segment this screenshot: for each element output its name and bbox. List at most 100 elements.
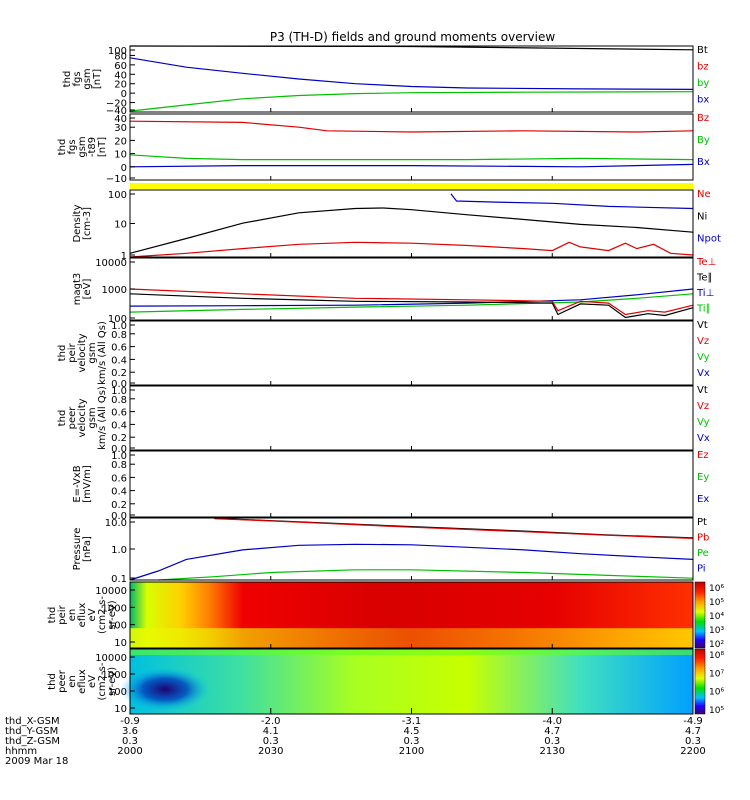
- y-tick-label: 60: [114, 61, 127, 72]
- y-axis-label-line: [cm-3]: [82, 207, 93, 240]
- y-axis-label-line: sr-eV): [107, 667, 118, 696]
- y-tick-label: 40: [114, 70, 127, 81]
- legend-entry: Npot: [697, 234, 721, 245]
- y-tick-label: 100: [108, 314, 127, 325]
- legend-entry: By: [697, 135, 710, 146]
- y-tick-label: 100: [108, 190, 127, 201]
- electron-spectrogram: [130, 649, 693, 714]
- y-tick-label: −10: [106, 174, 127, 185]
- y-tick-label: 0.8: [111, 460, 127, 471]
- y-tick-label: 0: [121, 163, 127, 174]
- y-tick-label: 0.0: [111, 444, 127, 455]
- x-tick-label: -4.0: [542, 716, 562, 727]
- x-tick-label: 4.7: [544, 726, 560, 737]
- y-axis-label-line: peir: [67, 342, 78, 362]
- y-axis-label-line: km/s (All Qs): [97, 386, 108, 450]
- y-tick-label: 1.0: [111, 321, 127, 332]
- y-axis-label-line: en: [67, 609, 78, 622]
- panel-4: 10000 1000 100 magt3[eV] Te⊥ Te∥ Ti⊥ Ti∥: [72, 257, 716, 325]
- x-tick-label: 0.3: [122, 736, 138, 747]
- y-axis-label-line: fgs: [67, 139, 78, 154]
- y-tick-label: 10000: [95, 258, 127, 269]
- y-axis-label-line: [mV/m]: [82, 465, 93, 503]
- y-tick-label: 0.1: [111, 574, 127, 585]
- y-axis-label-line: peir: [57, 604, 68, 624]
- panel-frame: [129, 320, 694, 386]
- y-axis-label-line: eV: [87, 675, 98, 688]
- y-tick-label: 40: [114, 114, 127, 125]
- y-axis-label-line: thd: [62, 71, 73, 88]
- legend-entry: Vz: [697, 401, 709, 412]
- y-tick-label: 1000: [102, 670, 127, 681]
- y-axis-label-line: E=-VxB: [72, 465, 83, 502]
- y-tick-label: 0.4: [111, 487, 127, 498]
- y-tick-label: 0.4: [111, 355, 127, 366]
- y-axis-label-line: gsm: [87, 342, 98, 363]
- y-axis-label-line: (cm2-s-: [97, 596, 108, 634]
- x-tick-label: 2200: [680, 746, 705, 757]
- y-tick-label: 0: [121, 89, 127, 100]
- y-axis-label: magt3[eV]: [72, 273, 93, 306]
- legend-entry: Te⊥: [696, 257, 716, 268]
- y-axis-label: thdpeirenefluxeV(cm2-s-sr-eV): [47, 596, 118, 634]
- colorbar-tick-label: 10⁶: [709, 584, 724, 594]
- colorbar-tick-label: 10²: [709, 640, 724, 650]
- colorbar-tick-label: 10⁸: [709, 651, 724, 661]
- electron-spectrogram-core: [120, 667, 210, 712]
- y-tick-label: 0.8: [111, 395, 127, 406]
- y-axis-label: thdfgsgsm-t89[nT]: [57, 136, 108, 157]
- y-tick-label: 0.4: [111, 420, 127, 431]
- y-tick-label: −40: [106, 106, 127, 117]
- colorbar: 10⁶ 10⁵ 10⁴ 10³ 10²: [694, 581, 724, 650]
- panel-6: 1.00.80.60.40.20.0thdpeervelocitygsmkm/s…: [57, 385, 710, 455]
- x-row-label: hhmm: [5, 746, 37, 757]
- y-axis-label-line: gsm: [77, 136, 88, 157]
- legend-entry: Ti∥: [696, 304, 711, 315]
- date-label: 2009 Mar 18: [5, 756, 68, 767]
- chart-title: P3 (TH-D) fields and ground moments over…: [269, 30, 556, 44]
- ion-spectrogram-low-energy: [130, 628, 693, 648]
- legend-entry: Pe: [697, 548, 709, 559]
- y-axis-label: E=-VxB[mV/m]: [72, 465, 93, 503]
- y-axis-label: Density[cm-3]: [72, 204, 93, 242]
- panel-10: 10⁸ 10⁷ 10⁶ 10⁵ 10000 1000 100 10 thdpeereneflux…: [47, 648, 724, 716]
- y-axis-label-line: magt3: [72, 273, 83, 306]
- x-tick-label: 3.6: [122, 726, 138, 737]
- y-tick-label: 1.0: [111, 386, 127, 397]
- legend-entry: Bt: [697, 45, 708, 56]
- y-axis-label-line: velocity: [77, 333, 88, 372]
- y-axis-label-line: Density: [72, 204, 83, 242]
- legend-entry: Ez: [697, 450, 709, 461]
- legend-entry: Bx: [697, 157, 710, 168]
- panel-frame: [129, 385, 694, 451]
- y-tick-label: 0.6: [111, 473, 127, 484]
- y-tick-label: 80: [114, 51, 127, 62]
- x-tick-label: -0.9: [120, 716, 140, 727]
- y-tick-label: 0.0: [111, 379, 127, 390]
- y-tick-label: 20: [114, 80, 127, 91]
- x-tick-label: 4.5: [404, 726, 420, 737]
- x-row-label: thd_Y-GSM: [5, 726, 58, 737]
- y-axis-label-line: eflux: [77, 603, 88, 628]
- panel-5: 1.00.80.60.40.20.0thdpeirvelocitygsmkm/s…: [57, 320, 710, 390]
- x-tick-label: 0.3: [544, 736, 560, 747]
- legend-entry: Ne: [697, 189, 711, 200]
- legend-entry: Pt: [697, 517, 707, 528]
- legend-entry: Ey: [697, 472, 709, 483]
- legend-entry: Ni: [697, 211, 707, 222]
- series-line-Ti∥: [129, 293, 694, 313]
- y-tick-label: 10: [114, 638, 127, 649]
- legend-entry: Ti⊥: [696, 288, 714, 299]
- y-axis-label: thdfgsgsm[nT]: [62, 68, 103, 89]
- y-axis-label-line: peer: [67, 406, 78, 430]
- y-axis-label: thdpeerenefluxeV(cm2-s-sr-eV): [47, 662, 118, 700]
- legend-entry: Vx: [697, 433, 710, 444]
- y-tick-label: 0.6: [111, 408, 127, 419]
- panel-3: 100 10 1 Density[cm-3] Ne Ni Npot: [72, 189, 721, 262]
- series-line-Bx: [129, 163, 694, 168]
- x-tick-label: 2130: [540, 746, 565, 757]
- x-tick-label: 4.7: [685, 726, 701, 737]
- y-tick-label: 0.8: [111, 330, 127, 341]
- y-tick-label: 20: [114, 136, 127, 147]
- series-line-By: [129, 154, 694, 161]
